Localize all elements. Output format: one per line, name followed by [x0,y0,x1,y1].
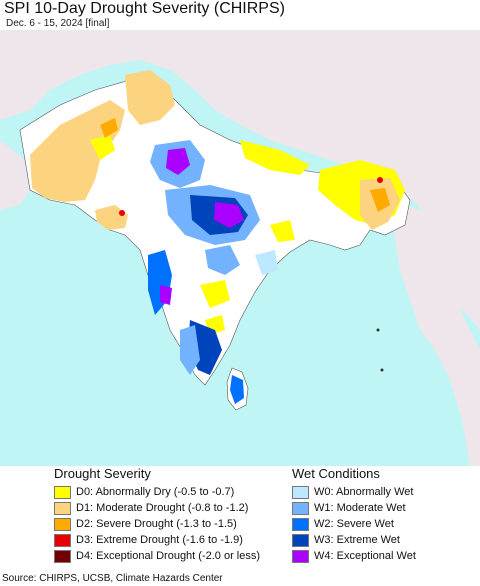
map-title: SPI 10-Day Drought Severity (CHIRPS) [4,0,285,17]
legend-item-d1: D1: Moderate Drought (-0.8 to -1.2) [54,500,260,516]
legend-item-w4: W4: Exceptional Wet [292,548,416,564]
legend-swatch [54,549,71,563]
d0-south-central [200,280,230,308]
map-subtitle: Dec. 6 - 15, 2024 [final] [6,18,110,29]
legend-item-w2: W2: Severe Wet [292,516,416,532]
d3-northeast [377,177,383,183]
d0-pakistan-patch [90,135,115,160]
drought-legend: Drought Severity D0: Abnormally Dry (-0.… [54,466,260,564]
wet-legend-title: Wet Conditions [292,466,380,481]
legend-swatch [292,549,309,563]
w2-sri-lanka [230,375,244,404]
legend-label: D2: Severe Drought (-1.3 to -1.5) [76,518,237,530]
legend-label: W4: Exceptional Wet [314,550,416,562]
d2-northeast [370,188,390,212]
w1-south [180,325,200,375]
legend-item-d0: D0: Abnormally Dry (-0.5 to -0.7) [54,484,260,500]
outside-land-arabia [0,140,30,210]
d0-nepal [240,140,310,175]
w0-east-coast [255,250,278,275]
legend-swatch [54,517,71,531]
legend-item-d3: D3: Extreme Drought (-1.6 to -1.9) [54,532,260,548]
legend-swatch [54,501,71,515]
outside-land-southeast [390,200,480,466]
w4-punjab [166,148,190,175]
legend-label: W2: Severe Wet [314,518,394,530]
legend-label: D1: Moderate Drought (-0.8 to -1.2) [76,502,249,514]
d3-gujarat [119,210,125,216]
drought-map [0,30,480,466]
wet-legend: Wet Conditions W0: Abnormally Wet W1: Mo… [292,466,416,564]
legend-item-w3: W3: Extreme Wet [292,532,416,548]
legend-item-w1: W1: Moderate Wet [292,500,416,516]
legend-swatch [292,485,309,499]
d0-central-east [270,220,295,242]
legend-label: D3: Extreme Drought (-1.6 to -1.9) [76,534,243,546]
legend-label: D0: Abnormally Dry (-0.5 to -0.7) [76,486,235,498]
legend-swatch [292,501,309,515]
w4-west-coast [160,285,172,305]
legend-label: W3: Extreme Wet [314,534,400,546]
d2-pakistan-patch [100,118,118,138]
drought-legend-title: Drought Severity [54,466,151,481]
source-credit: Source: CHIRPS, UCSB, Climate Hazards Ce… [2,573,223,584]
legend-swatch [54,485,71,499]
legend-item-d2: D2: Severe Drought (-1.3 to -1.5) [54,516,260,532]
nicobar-islands [380,368,384,372]
legend-swatch [292,533,309,547]
legend-item-d4: D4: Exceptional Drought (-2.0 or less) [54,548,260,564]
legend-swatch [54,533,71,547]
outside-land-north [0,30,480,330]
legend-label: W0: Abnormally Wet [314,486,414,498]
w1-deccan [205,245,240,275]
legend-swatch [292,517,309,531]
d1-pakistan-north [125,70,175,125]
w4-central [214,202,244,228]
legend-label: W1: Moderate Wet [314,502,406,514]
legend-label: D4: Exceptional Drought (-2.0 or less) [76,550,261,562]
legend-item-w0: W0: Abnormally Wet [292,484,416,500]
andaman-islands [376,328,380,332]
